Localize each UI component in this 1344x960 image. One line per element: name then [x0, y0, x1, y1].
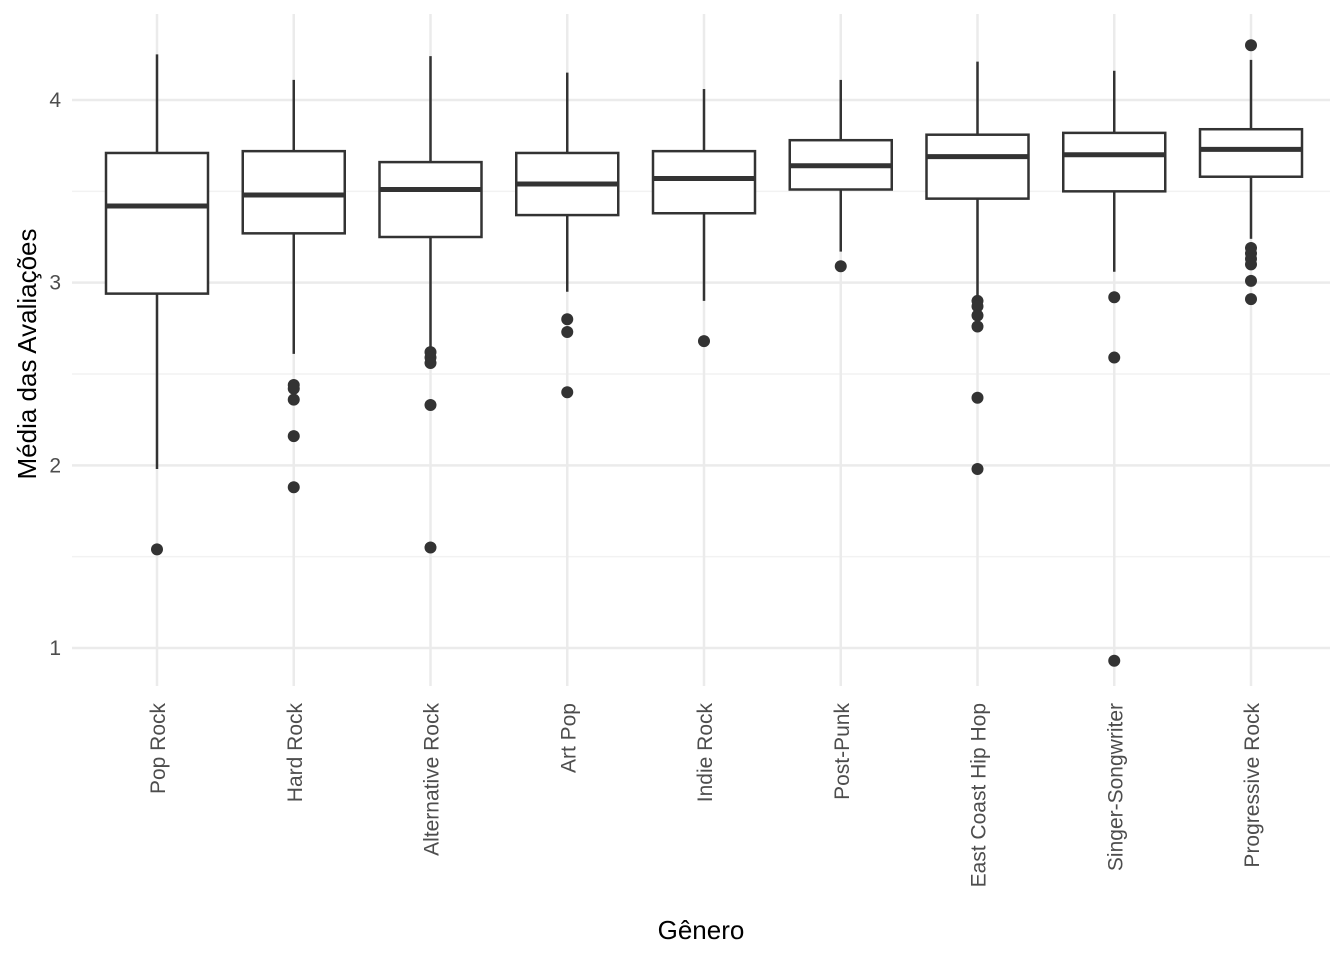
outlier-point — [287, 481, 300, 494]
outlier-point — [698, 335, 710, 348]
box-east-coast-hip-hop — [925, 61, 1030, 475]
box-progressive-rock — [1198, 39, 1304, 306]
outlier-point — [834, 260, 847, 273]
box-iqr — [1198, 127, 1304, 178]
box-iqr — [378, 160, 483, 239]
outlier-point — [424, 357, 437, 370]
y-tick-label: 1 — [49, 637, 61, 660]
box-hard-rock — [241, 79, 346, 494]
y-tick-label: 2 — [49, 454, 61, 477]
outlier-point — [287, 382, 300, 395]
outlier-point — [1108, 291, 1121, 304]
x-tick-label: East Coast Hip Hop — [968, 703, 991, 887]
x-tick-label: Pop Rock — [147, 703, 170, 795]
x-tick-label: Hard Rock — [284, 703, 307, 803]
box-iqr — [925, 133, 1030, 200]
box-iqr — [104, 151, 210, 295]
outlier-point — [971, 300, 984, 313]
outlier-point — [561, 325, 574, 338]
boxplot-series — [104, 39, 1304, 667]
outlier-point — [971, 391, 984, 404]
y-axis-tick-labels: 1 2 3 4 — [49, 89, 61, 660]
outlier-point — [971, 462, 984, 475]
box-indie-rock — [651, 89, 757, 348]
x-tick-label: Indie Rock — [694, 703, 717, 803]
x-tick-label: Art Pop — [557, 703, 580, 773]
outlier-point — [971, 309, 984, 322]
x-axis-tick-labels: Pop Rock Hard Rock Alternative Rock Art Pop… — [147, 703, 1264, 888]
box-pop-rock — [104, 54, 210, 556]
outlier-point — [151, 543, 163, 556]
outlier-point — [1108, 654, 1121, 667]
outlier-point — [287, 393, 300, 406]
box-art-pop — [515, 72, 620, 399]
box-post-punk — [788, 79, 893, 273]
outlier-point — [1108, 351, 1121, 364]
outlier-point — [1245, 274, 1257, 287]
outlier-point — [561, 386, 574, 399]
outlier-point — [561, 313, 574, 326]
box-alternative-rock — [378, 56, 483, 554]
outlier-point — [971, 320, 984, 333]
outlier-point — [424, 541, 437, 554]
outlier-point — [1245, 39, 1257, 52]
x-tick-label: Singer-Songwriter — [1104, 703, 1127, 871]
y-tick-label: 4 — [49, 89, 61, 112]
box-singer-songwriter — [1062, 70, 1167, 667]
y-tick-label: 3 — [49, 272, 61, 295]
x-tick-label: Progressive Rock — [1241, 703, 1264, 868]
x-tick-label: Post-Punk — [831, 703, 854, 800]
grid-lines — [72, 14, 1330, 686]
outlier-point — [287, 430, 300, 443]
box-iqr — [241, 149, 346, 235]
outlier-point — [424, 399, 437, 412]
x-tick-label: Alternative Rock — [421, 703, 444, 856]
outlier-point — [1245, 258, 1257, 271]
box-iqr — [1062, 131, 1167, 193]
x-axis-title: Gênero — [658, 915, 745, 945]
box-iqr — [651, 149, 757, 215]
outlier-point — [1245, 293, 1257, 306]
y-axis-title: Média das Avaliações — [12, 228, 42, 479]
